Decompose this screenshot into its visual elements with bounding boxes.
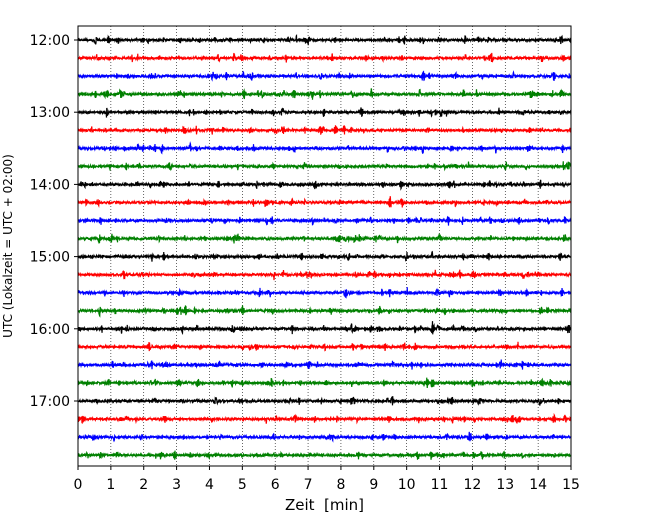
grid-lines	[110, 26, 539, 466]
seismogram-trace	[77, 196, 572, 208]
seismogram-trace	[77, 141, 572, 155]
x-tick-label: 8	[336, 477, 345, 493]
y-axis: 12:00 13:00 14:00 15:00 16:00 17:00	[30, 33, 78, 410]
seismogram-trace	[77, 305, 572, 318]
seismogram-trace	[77, 321, 572, 336]
seismogram-trace	[77, 88, 572, 100]
y-tick-label: 15:00	[30, 250, 70, 266]
seismogram-trace	[77, 179, 572, 191]
plot-area-background	[78, 26, 571, 466]
y-tick-label: 16:00	[30, 322, 70, 338]
x-tick-label: 9	[369, 477, 378, 493]
x-tick-label: 0	[74, 477, 83, 493]
seismogram-trace	[77, 232, 572, 244]
seismogram-trace	[77, 269, 572, 281]
plot-frame	[77, 25, 572, 467]
x-tick-label: 14	[529, 477, 547, 493]
x-tick-label: 15	[562, 477, 580, 493]
seismogram-trace	[77, 359, 572, 370]
y-tick-label: 12:00	[30, 33, 70, 49]
seismogram-trace	[77, 52, 572, 64]
seismogram-trace	[77, 70, 572, 82]
y-tick-label: 14:00	[30, 177, 70, 193]
seismogram-trace	[77, 250, 572, 262]
x-tick-label: 5	[238, 477, 247, 493]
x-tick-label: 11	[431, 477, 449, 493]
seismogram-trace	[77, 377, 572, 389]
seismogram-trace	[77, 341, 572, 352]
seismogram-trace	[77, 107, 572, 118]
x-axis-label: Zeit [min]	[285, 496, 364, 514]
y-tick-label: 13:00	[30, 105, 70, 121]
seismogram-trace	[77, 33, 572, 46]
x-tick-label: 6	[271, 477, 280, 493]
seismogram-trace	[77, 125, 572, 135]
seismogram-trace	[77, 431, 572, 443]
seismogram-trace	[77, 412, 572, 425]
y-tick-label: 17:00	[30, 394, 70, 410]
x-tick-label: 7	[304, 477, 313, 493]
x-tick-label: 12	[463, 477, 481, 493]
x-tick-label: 10	[398, 477, 416, 493]
trace-group	[77, 33, 572, 461]
seismogram-trace	[77, 161, 572, 172]
seismogram-trace	[77, 396, 572, 406]
x-tick-label: 1	[106, 477, 115, 493]
x-tick-label: 13	[496, 477, 514, 493]
x-axis: 0 1 2 3 4 5 6 7 8 9 10 11 12 13 14 15	[74, 466, 580, 493]
x-tick-label: 4	[205, 477, 214, 493]
y-axis-label: UTC (Lokalzeit = UTC + 02:00)	[1, 154, 15, 338]
x-tick-label: 3	[172, 477, 181, 493]
x-tick-label: 2	[139, 477, 148, 493]
seismogram-trace	[77, 287, 572, 299]
seismogram-trace	[77, 450, 572, 461]
seismogram-trace	[77, 215, 572, 226]
